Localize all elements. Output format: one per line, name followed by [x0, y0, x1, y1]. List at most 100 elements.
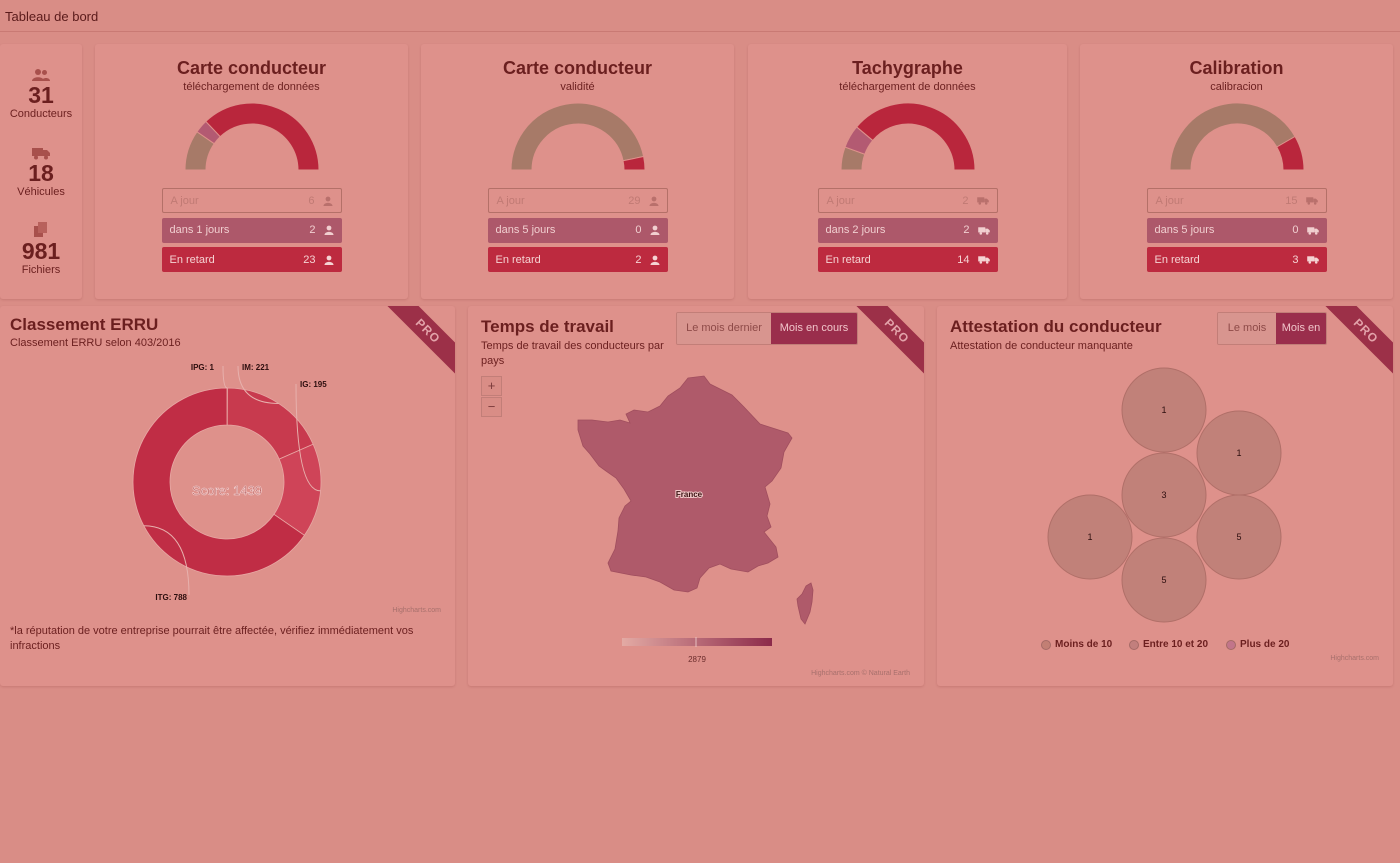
- gauge-segment[interactable]: [509, 102, 644, 171]
- toggle-current-month[interactable]: Mois en: [1276, 313, 1326, 344]
- stat-value: 18: [28, 160, 54, 186]
- donut-slice-itg[interactable]: [132, 387, 305, 577]
- bubble-circle[interactable]: [1121, 452, 1207, 538]
- status-row-up-to-date[interactable]: A jour 2: [817, 188, 998, 213]
- bubble[interactable]: 1: [1047, 494, 1133, 580]
- top-bar: Tableau de bord: [0, 0, 1400, 32]
- bubble-label: 3: [1161, 490, 1166, 500]
- legend-item-less-10[interactable]: Moins de 10: [1041, 639, 1112, 650]
- status-row-late[interactable]: En retard 23: [161, 247, 342, 272]
- legend-item-10-20[interactable]: Entre 10 et 20: [1129, 639, 1208, 650]
- status-count: 0: [635, 224, 642, 236]
- gauge-segment[interactable]: [1168, 102, 1296, 171]
- status-count: 2: [963, 224, 970, 236]
- worktime-card: Temps de travail Temps de travail des co…: [468, 306, 924, 686]
- status-label: dans 2 jours: [825, 224, 886, 236]
- bubble-label: 5: [1161, 575, 1166, 585]
- gauge-chart: [183, 102, 320, 171]
- stat-value: 31: [28, 82, 54, 108]
- status-icon-wrap: [324, 225, 334, 235]
- bubble-circle[interactable]: [1121, 537, 1207, 623]
- toggle-last-month[interactable]: Le mois dernier: [677, 313, 771, 344]
- status-icon-wrap: [324, 255, 334, 265]
- donut-center-score: Score: 1439: [192, 483, 262, 498]
- status-row-up-to-date[interactable]: A jour 6: [161, 188, 342, 213]
- map-region-corsica[interactable]: [796, 582, 814, 625]
- color-scale-label: 2879: [688, 655, 706, 664]
- bubble[interactable]: 1: [1196, 410, 1282, 496]
- color-scale-bar: [622, 638, 772, 646]
- gauge-title: Tachygraphe: [852, 58, 963, 78]
- bubble-circle[interactable]: [1047, 494, 1133, 580]
- gauge-title: Carte conducteur: [502, 58, 653, 78]
- legend-item-more-20[interactable]: Plus de 20: [1226, 639, 1289, 650]
- worktime-title: Temps de travail: [481, 317, 614, 336]
- bubble-circle[interactable]: [1121, 367, 1207, 453]
- chart-credit[interactable]: Highcharts.com © Natural Earth: [811, 670, 910, 677]
- zoom-out-button[interactable]: −: [481, 397, 502, 417]
- stat-vehicles[interactable]: 18 Véhicules: [0, 146, 82, 198]
- zoom-in-button[interactable]: +: [481, 376, 502, 396]
- gauge-segment[interactable]: [621, 155, 646, 171]
- gauge-segment[interactable]: [855, 102, 976, 171]
- toggle-last-month[interactable]: Le mois: [1218, 313, 1276, 344]
- status-icon-wrap: [976, 196, 989, 205]
- toggle-current-month[interactable]: Mois en cours: [771, 313, 857, 344]
- status-row-upcoming[interactable]: dans 5 jours 0: [487, 217, 668, 243]
- errru-note: *la réputation de votre entreprise pourr…: [10, 625, 414, 652]
- status-label: dans 5 jours: [495, 224, 556, 236]
- gauge-segment[interactable]: [204, 102, 320, 171]
- chart-credit[interactable]: Highcharts.com: [1330, 655, 1379, 662]
- truck-icon: [1305, 197, 1318, 205]
- status-row-late[interactable]: En retard 2: [487, 247, 668, 272]
- bubble[interactable]: 1: [1121, 367, 1207, 453]
- donut-slice-im[interactable]: [226, 387, 314, 460]
- status-icon-wrap: [323, 196, 333, 206]
- page-title: Tableau de bord: [5, 9, 99, 24]
- person-icon: [324, 225, 333, 235]
- truck-icon: [977, 226, 990, 235]
- status-label: A jour: [1155, 194, 1184, 207]
- data-label-itg: ITG: 788: [155, 593, 187, 602]
- person-icon: [323, 196, 332, 206]
- bubble-label: 1: [1236, 448, 1241, 458]
- truck-icon: [977, 256, 990, 264]
- chart-credit[interactable]: Highcharts.com: [392, 607, 441, 614]
- status-count: 0: [1292, 224, 1299, 236]
- map-country-label: France: [676, 490, 703, 499]
- status-count: 23: [303, 253, 316, 266]
- data-label-connector: [295, 383, 321, 492]
- bubble-circle[interactable]: [1196, 494, 1282, 580]
- legend-label: Entre 10 et 20: [1143, 639, 1209, 650]
- bubble-label: 5: [1236, 532, 1241, 542]
- errru-card: Classement ERRU Classement ERRU selon 40…: [0, 306, 455, 686]
- status-icon-wrap: [650, 255, 660, 265]
- stat-drivers[interactable]: 31 Conducteurs: [0, 68, 82, 120]
- status-count: 29: [628, 194, 641, 207]
- person-icon: [649, 196, 658, 206]
- data-label-connector: [143, 525, 190, 596]
- status-row-late[interactable]: En retard 14: [817, 247, 998, 272]
- status-row-up-to-date[interactable]: A jour 15: [1146, 188, 1327, 213]
- status-label: En retard: [825, 253, 871, 266]
- status-row-upcoming[interactable]: dans 2 jours 2: [817, 217, 998, 243]
- gauge-segment[interactable]: [1275, 135, 1305, 171]
- status-row-late[interactable]: En retard 3: [1146, 247, 1327, 272]
- bubble[interactable]: 5: [1196, 494, 1282, 580]
- status-label: En retard: [495, 253, 541, 266]
- stat-label: Fichiers: [21, 264, 61, 276]
- bubble[interactable]: 5: [1121, 537, 1207, 623]
- errru-title: Classement ERRU: [10, 315, 159, 334]
- person-icon: [324, 255, 333, 265]
- map-region-france[interactable]: [577, 375, 793, 593]
- status-icon-wrap: [1305, 196, 1318, 205]
- stat-files[interactable]: 981 Fichiers: [0, 222, 82, 276]
- status-row-up-to-date[interactable]: A jour 29: [487, 188, 668, 213]
- truck-icon: [1306, 226, 1319, 235]
- gauge-title: Carte conducteur: [176, 58, 327, 78]
- status-row-upcoming[interactable]: dans 1 jours 2: [161, 217, 342, 243]
- status-row-upcoming[interactable]: dans 5 jours 0: [1146, 217, 1327, 243]
- status-count: 2: [309, 224, 316, 236]
- bubble[interactable]: 3: [1121, 452, 1207, 538]
- legend-label: Moins de 10: [1055, 639, 1113, 650]
